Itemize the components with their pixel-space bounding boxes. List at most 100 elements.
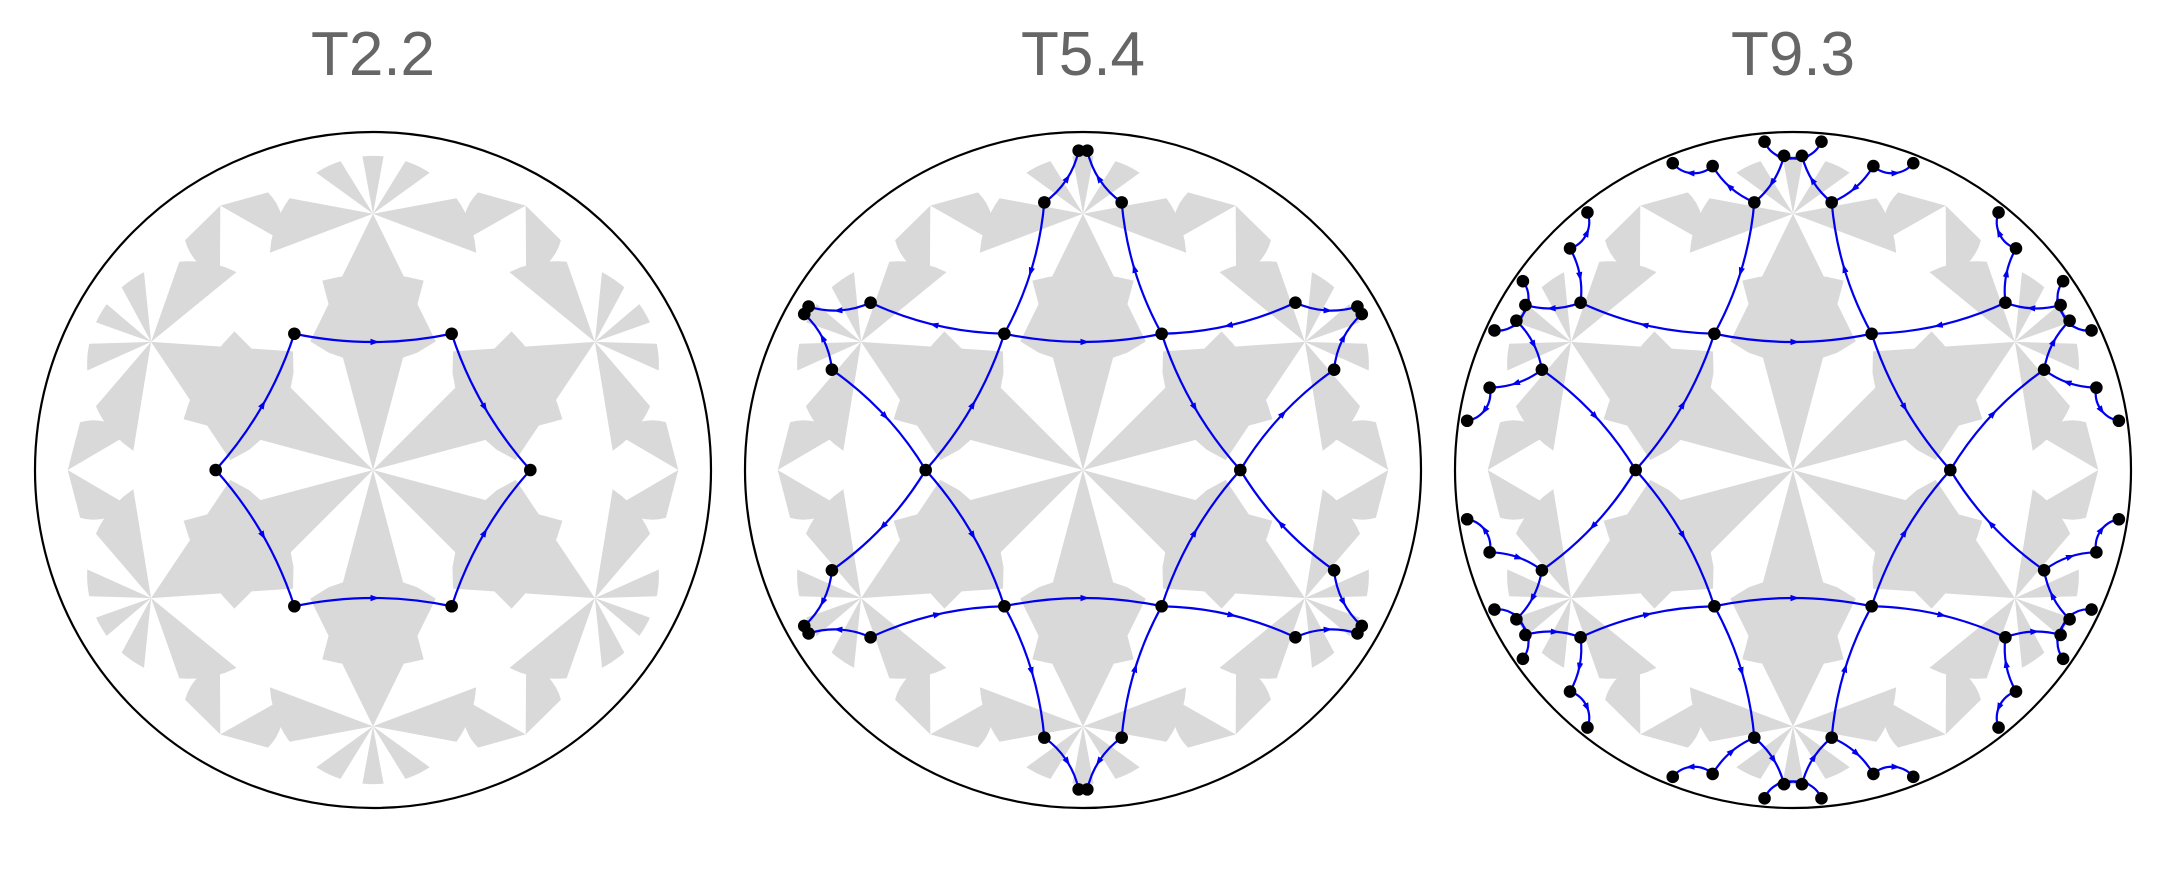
tiling-wedge <box>1689 687 1793 742</box>
graph-vertex <box>2063 314 2076 327</box>
tiling-wedge <box>87 569 152 599</box>
graph-vertex <box>1867 159 1880 173</box>
tiling-wedge <box>1083 687 1187 742</box>
graph-vertex <box>797 307 811 321</box>
graph-vertex <box>1906 770 1920 784</box>
tiling-wedge <box>1782 155 1804 214</box>
tiling-wedge <box>220 699 284 748</box>
graph-vertex <box>1708 327 1721 341</box>
graph-vertex <box>1519 628 1532 642</box>
tiling-wedge <box>373 687 477 742</box>
edge-line <box>1489 368 1543 389</box>
tiling-wedge <box>1730 577 1856 727</box>
edge-line <box>1569 637 1583 693</box>
tiling-wedge <box>1571 261 1657 342</box>
tiling-wedge <box>594 341 659 371</box>
graph-vertex <box>2054 628 2067 642</box>
graph-vertex <box>1999 296 2012 309</box>
tiling-wedge <box>806 598 862 636</box>
graph-vertex <box>1289 631 1302 644</box>
poincare-disk-boundary <box>1453 130 2133 810</box>
graph-vertex <box>1865 327 1878 341</box>
tiling-wedge <box>67 420 129 470</box>
tiling-wedge <box>1235 205 1271 276</box>
graph-vertex <box>209 463 222 477</box>
disk-panel-t5-4 <box>743 130 1423 810</box>
tiling-wedge <box>121 272 152 342</box>
graph-vertex <box>1992 206 2005 219</box>
graph-vertex <box>2112 414 2126 428</box>
graph-vertex <box>1706 767 1719 781</box>
tiling-wedge <box>2014 598 2070 636</box>
tiling-wedge <box>1219 598 1305 679</box>
graph-vertex <box>1944 463 1957 477</box>
tiling-wedge <box>509 598 595 679</box>
tiling-wedge <box>1304 304 1360 342</box>
tiling-wedge <box>1571 341 1714 461</box>
tiling-wedge <box>895 664 931 735</box>
tiling-wedge <box>1945 205 1981 276</box>
tiling-wedge <box>1640 192 1704 241</box>
graph-vertex <box>1516 274 1530 288</box>
graph-vertex <box>1072 144 1085 157</box>
tiling-wedge <box>1219 261 1305 342</box>
graph-vertex <box>1460 512 1474 526</box>
graph-vertex <box>2112 512 2126 526</box>
graph-vertex <box>1155 327 1168 341</box>
graph-vertex <box>1327 564 1341 577</box>
tiling-wedge <box>452 479 595 599</box>
tiling-wedge <box>1882 192 1946 241</box>
graph-vertex <box>1666 156 1680 170</box>
tiling-wedge <box>185 205 221 276</box>
graph-vertex <box>1289 296 1302 309</box>
tiling-wedge <box>96 304 152 342</box>
graph-vertex <box>2090 381 2103 394</box>
graph-vertex <box>1038 731 1051 744</box>
tiling-wedge <box>1793 198 1897 253</box>
graph-vertex <box>2056 274 2070 288</box>
graph-vertex <box>1777 149 1791 163</box>
tiling-wedge <box>462 699 526 748</box>
graph-vertex <box>1629 463 1642 477</box>
tiling-wedge <box>373 198 477 253</box>
tiling-wedge <box>509 261 595 342</box>
tiling-wedge <box>525 205 561 276</box>
tiling-wedge <box>1304 272 1335 342</box>
tiling-wedge <box>1020 577 1146 727</box>
edge-line <box>2003 247 2017 303</box>
graph-vertex <box>1708 599 1721 613</box>
edge-line <box>2003 637 2017 693</box>
graph-vertex <box>1516 652 1530 666</box>
poincare-disk-boundary <box>743 130 1423 810</box>
tiling-wedge <box>617 420 679 470</box>
graph-vertex <box>1795 149 1809 163</box>
tiling-wedge <box>362 726 384 785</box>
tiling-wedge <box>1516 304 1572 342</box>
graph-vertex <box>998 599 1011 613</box>
tiling-wedge <box>1327 420 1389 470</box>
tiling-wedge <box>310 213 436 363</box>
graph-vertex <box>864 296 877 309</box>
tiling-wedge <box>831 598 862 668</box>
tiling-wedge <box>1929 261 2015 342</box>
tiling-wedge <box>594 304 650 342</box>
graph-vertex <box>864 631 877 644</box>
tiling-wedge <box>806 304 862 342</box>
graph-vertex <box>1563 242 1577 255</box>
graph-vertex <box>2056 652 2070 666</box>
tiling-wedge <box>1882 699 1946 748</box>
tiling-wedge <box>1872 479 2015 599</box>
graph-vertex <box>2063 613 2076 626</box>
tiling-wedge <box>1083 726 1140 779</box>
tiling-wedge <box>1605 205 1641 276</box>
tiling-wedge <box>1516 598 1572 636</box>
graph-vertices <box>797 144 1369 796</box>
graph-vertex <box>1992 721 2005 734</box>
graph-vertex <box>2009 685 2023 698</box>
graph-vertex <box>1581 721 1594 734</box>
graph-edges <box>214 332 532 608</box>
tiling-wedge <box>1072 726 1094 785</box>
graph-vertex <box>1460 414 1474 428</box>
tiling-wedge <box>831 272 862 342</box>
